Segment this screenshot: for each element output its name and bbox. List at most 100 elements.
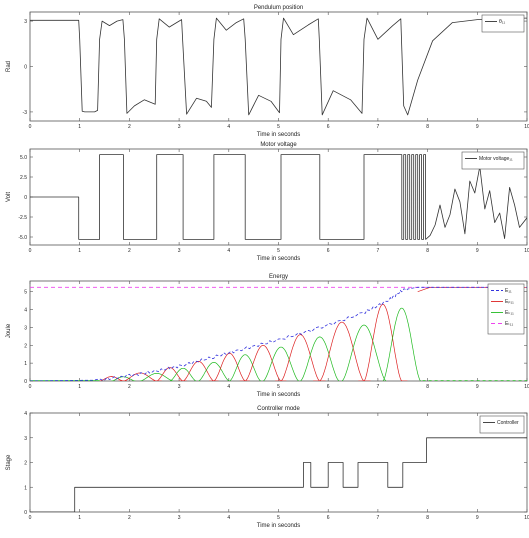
y-tick-label: -3 — [23, 110, 28, 116]
y-tick-label: 0 — [24, 379, 27, 385]
legend-label: θ₁₁ — [499, 19, 505, 25]
x-tick-label: 9 — [476, 248, 479, 254]
x-tick-label: 10 — [524, 124, 529, 130]
kinetic-energy-bump — [169, 367, 197, 381]
y-tick-label: 3 — [24, 19, 27, 25]
legend-label: Eₖ₁₁ — [505, 310, 514, 316]
y-tick-label: 2 — [24, 461, 27, 467]
x-axis-label: Time in seconds — [257, 256, 300, 262]
plot-frame — [29, 412, 528, 513]
y-tick-label: 5 — [24, 290, 27, 296]
legend-box — [481, 14, 525, 33]
potential-energy-bump — [358, 303, 408, 381]
y-tick-label: 4 — [24, 308, 27, 314]
x-tick-label: 10 — [524, 248, 529, 254]
plot-area — [30, 437, 527, 512]
legend-box — [487, 283, 525, 335]
kinetic-energy-bump — [341, 324, 387, 381]
x-tick-label: 7 — [377, 515, 380, 521]
x-tick-label: 4 — [227, 124, 230, 130]
x-tick-label: 10 — [524, 515, 529, 521]
x-tick-label: 5 — [277, 515, 280, 521]
y-tick-label: 2 — [24, 343, 27, 349]
x-axis-label: Time in seconds — [257, 132, 300, 138]
x-tick-label: 3 — [178, 124, 181, 130]
x-tick-label: 4 — [227, 384, 230, 390]
legend-label: Eₜ₁₁ — [505, 321, 513, 327]
x-tick-label: 10 — [524, 384, 529, 390]
legend: E₁₁ Eₚ₁₁ Eₖ₁₁ Eₜ₁₁ — [487, 283, 525, 335]
x-tick-label: 7 — [377, 248, 380, 254]
total-energy-line — [30, 286, 527, 381]
x-tick-label: 5 — [277, 384, 280, 390]
legend-label: Motor voltage₁₁ — [479, 156, 513, 162]
potential-energy-bump — [152, 367, 187, 381]
panel-title: Controller mode — [257, 406, 300, 412]
panel-2: Motor voltage Time in seconds Volt 0 1 2 3 4 5 6 7… — [6, 142, 529, 262]
legend-box — [479, 415, 525, 434]
kinetic-energy-bump — [229, 354, 262, 381]
x-tick-label: 1 — [78, 248, 81, 254]
y-tick-label: 0 — [24, 510, 27, 516]
legend-label: Controller — [497, 420, 519, 426]
y-tick-label: 0 — [24, 195, 27, 201]
x-axis-label: Time in seconds — [257, 523, 300, 529]
x-tick-label: 5 — [277, 124, 280, 130]
plot-area — [30, 286, 527, 381]
x-tick-label: 8 — [426, 248, 429, 254]
x-tick-label: 7 — [377, 384, 380, 390]
potential-energy-bump — [239, 344, 287, 381]
panel-3: Energy Time in seconds Joule 0 1 2 3 4 5 6 7 8 9 10 0 1… — [6, 274, 529, 398]
kinetic-energy-bump — [262, 346, 300, 381]
legend: θ₁₁ — [481, 14, 525, 33]
kinetic-energy-bump — [198, 361, 230, 381]
x-tick-label: 0 — [29, 124, 32, 130]
x-tick-label: 3 — [178, 248, 181, 254]
panel-4: Controller mode Time in seconds Stage 0 1 2 3 4… — [6, 406, 529, 529]
series-line — [30, 437, 527, 512]
kinetic-energy-bump — [382, 307, 421, 381]
x-tick-label: 0 — [29, 248, 32, 254]
y-tick-label: 2.5 — [20, 175, 27, 181]
panel-title: Motor voltage — [260, 142, 297, 148]
kinetic-energy-bump — [140, 373, 174, 381]
kinetic-energy-bump — [300, 336, 340, 381]
plot-frame — [29, 11, 528, 122]
x-tick-label: 6 — [327, 248, 330, 254]
potential-energy-bump — [178, 361, 219, 381]
legend-label: E₁₁ — [505, 288, 512, 294]
x-tick-label: 5 — [277, 248, 280, 254]
plot-frame — [29, 148, 528, 246]
x-tick-label: 6 — [327, 124, 330, 130]
x-tick-label: 1 — [78, 515, 81, 521]
y-tick-label: -2.5 — [18, 215, 27, 221]
y-axis-label: Stage — [6, 454, 12, 470]
x-tick-label: 9 — [476, 515, 479, 521]
x-tick-label: 0 — [29, 384, 32, 390]
panel-1: Pendulum position Time in seconds Rad 0 1 2 3 4… — [6, 5, 529, 138]
y-tick-label: 3 — [24, 325, 27, 331]
x-tick-label: 2 — [128, 124, 131, 130]
x-tick-label: 9 — [476, 124, 479, 130]
x-tick-label: 8 — [426, 384, 429, 390]
potential-energy-bump — [313, 321, 371, 381]
x-tick-label: 8 — [426, 515, 429, 521]
x-tick-label: 2 — [128, 248, 131, 254]
x-tick-label: 4 — [227, 248, 230, 254]
kinetic-energy-bump — [111, 376, 136, 381]
series-line — [30, 17, 527, 116]
y-tick-label: 4 — [24, 411, 27, 417]
x-tick-label: 1 — [78, 384, 81, 390]
potential-energy-bump — [275, 334, 326, 381]
legend: Motor voltage₁₁ — [461, 151, 525, 170]
legend: Controller — [479, 415, 525, 434]
series-line — [30, 154, 527, 240]
x-tick-label: 3 — [178, 384, 181, 390]
y-tick-label: 1 — [24, 361, 27, 367]
x-axis-label: Time in seconds — [257, 392, 300, 398]
x-tick-label: 7 — [377, 124, 380, 130]
plot-area — [30, 154, 527, 240]
potential-energy-bump — [96, 376, 127, 381]
y-axis-label: Rad — [6, 61, 12, 72]
